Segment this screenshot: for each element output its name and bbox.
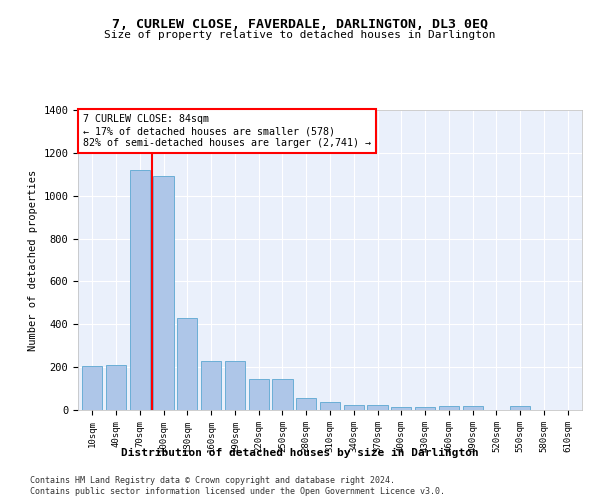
- Bar: [154, 176, 173, 410]
- Bar: [248, 379, 269, 410]
- Bar: [82, 366, 103, 410]
- Bar: [391, 408, 412, 410]
- Bar: [320, 402, 340, 410]
- Text: 7 CURLEW CLOSE: 84sqm
← 17% of detached houses are smaller (578)
82% of semi-det: 7 CURLEW CLOSE: 84sqm ← 17% of detached …: [83, 114, 371, 148]
- Bar: [272, 379, 293, 410]
- Bar: [201, 360, 221, 410]
- Text: 7, CURLEW CLOSE, FAVERDALE, DARLINGTON, DL3 0EQ: 7, CURLEW CLOSE, FAVERDALE, DARLINGTON, …: [112, 18, 488, 30]
- Bar: [177, 318, 197, 410]
- Bar: [130, 170, 150, 410]
- Text: Contains HM Land Registry data © Crown copyright and database right 2024.: Contains HM Land Registry data © Crown c…: [30, 476, 395, 485]
- Text: Distribution of detached houses by size in Darlington: Distribution of detached houses by size …: [121, 448, 479, 458]
- Text: Size of property relative to detached houses in Darlington: Size of property relative to detached ho…: [104, 30, 496, 40]
- Text: Contains public sector information licensed under the Open Government Licence v3: Contains public sector information licen…: [30, 488, 445, 496]
- Bar: [344, 404, 364, 410]
- Bar: [415, 408, 435, 410]
- Bar: [106, 365, 126, 410]
- Bar: [296, 398, 316, 410]
- Y-axis label: Number of detached properties: Number of detached properties: [28, 170, 38, 350]
- Bar: [367, 404, 388, 410]
- Bar: [439, 406, 459, 410]
- Bar: [463, 406, 483, 410]
- Bar: [225, 360, 245, 410]
- Bar: [510, 406, 530, 410]
